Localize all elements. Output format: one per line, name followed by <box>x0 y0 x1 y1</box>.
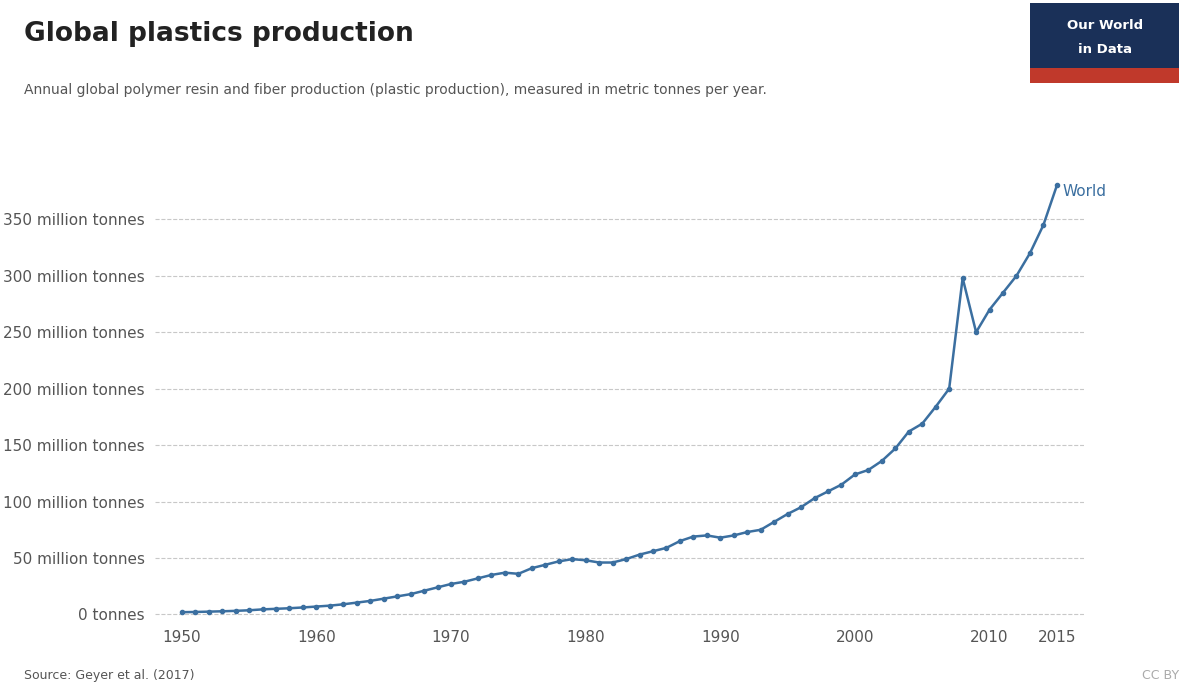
Text: CC BY: CC BY <box>1142 669 1179 682</box>
Text: in Data: in Data <box>1078 43 1131 56</box>
Text: Global plastics production: Global plastics production <box>24 21 413 47</box>
FancyBboxPatch shape <box>1030 68 1179 83</box>
Text: World: World <box>1062 183 1106 198</box>
Text: Our World: Our World <box>1067 19 1142 32</box>
FancyBboxPatch shape <box>1030 3 1179 68</box>
Text: Source: Geyer et al. (2017): Source: Geyer et al. (2017) <box>24 669 194 682</box>
Text: Annual global polymer resin and fiber production (plastic production), measured : Annual global polymer resin and fiber pr… <box>24 83 767 96</box>
